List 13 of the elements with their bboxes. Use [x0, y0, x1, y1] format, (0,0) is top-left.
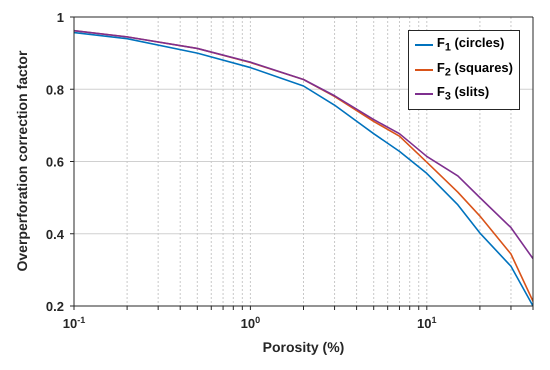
y-tick-label: 0.8 — [46, 82, 64, 98]
x-tick-label: 10$^{1}$ — [417, 315, 437, 331]
legend-label: F$_{1}$ (circles) — [436, 34, 504, 56]
x-tick-label: 10$^{-1}$ — [62, 315, 86, 331]
legend-label: F$_{3}$ (slits) — [436, 83, 490, 105]
y-axis-title: Overperforation correction factor — [14, 50, 30, 272]
x-tick-label: 10$^{0}$ — [240, 315, 260, 331]
y-tick-label: 1 — [56, 10, 64, 25]
y-tick-label: 0.2 — [46, 299, 64, 314]
y-tick-label: 0.4 — [46, 226, 65, 242]
x-axis-title: Porosity (%) — [262, 339, 344, 355]
legend-label: F$_{2}$ (squares) — [436, 58, 513, 80]
y-tick-label: 0.6 — [46, 154, 64, 170]
